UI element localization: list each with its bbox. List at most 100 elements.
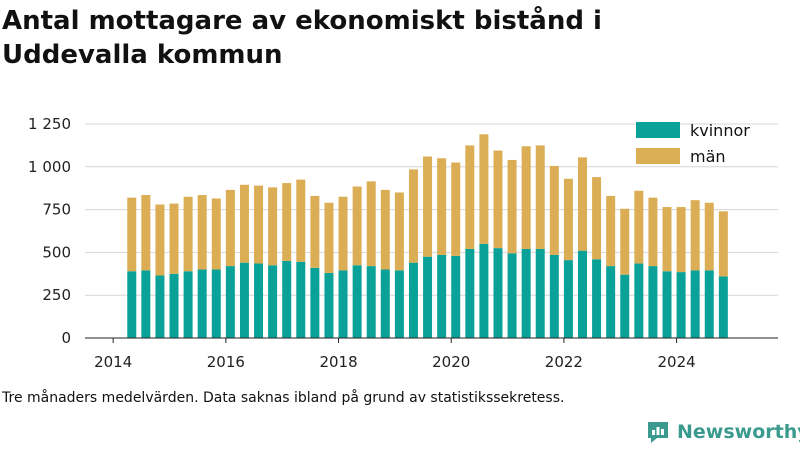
chart-title: Antal mottagare av ekonomiskt bistånd i … <box>2 6 602 70</box>
legend: kvinnor män <box>636 121 750 166</box>
bar-man <box>577 157 587 251</box>
bar-man <box>620 208 630 275</box>
bar-man <box>211 198 221 270</box>
bar-kvinnor <box>310 267 320 338</box>
bar-kvinnor <box>296 261 306 338</box>
bar-series <box>127 134 728 338</box>
bar-man <box>592 177 602 260</box>
bar-kvinnor <box>408 262 418 338</box>
bar-kvinnor <box>197 269 207 338</box>
bar-man <box>141 195 151 271</box>
bar-man <box>662 207 672 272</box>
bar-man <box>324 202 334 273</box>
bar-man <box>493 150 503 249</box>
bar-kvinnor <box>465 248 475 338</box>
x-axis: 2014 2016 2018 2020 2022 2024 <box>85 337 778 371</box>
bar-kvinnor <box>254 263 264 338</box>
bar-kvinnor <box>690 270 700 338</box>
bar-kvinnor <box>648 266 658 338</box>
bar-man <box>282 183 292 261</box>
bar-man <box>437 158 447 255</box>
bar-man <box>521 146 531 249</box>
x-tick-label: 2018 <box>319 353 357 371</box>
bar-kvinnor <box>380 269 390 338</box>
bar-kvinnor <box>127 271 137 338</box>
bar-kvinnor <box>718 276 728 338</box>
chart-caption: Tre månaders medelvärden. Data saknas ib… <box>2 390 565 406</box>
bar-kvinnor <box>592 259 602 338</box>
bar-man <box>479 134 489 244</box>
bar-man <box>563 178 573 261</box>
bar-kvinnor <box>535 248 545 338</box>
bar-kvinnor <box>521 248 531 338</box>
y-tick-label: 0 <box>61 329 71 347</box>
bar-kvinnor <box>239 262 249 338</box>
y-tick-label: 1 000 <box>28 158 71 176</box>
newsworthy-logo-icon <box>648 422 668 443</box>
bar-man <box>676 207 686 273</box>
y-tick-label: 750 <box>42 201 71 219</box>
bar-kvinnor <box>169 273 179 338</box>
bar-man <box>549 165 559 255</box>
legend-label-kvinnor: kvinnor <box>690 121 750 140</box>
bar-kvinnor <box>662 271 672 338</box>
bar-kvinnor <box>437 254 447 338</box>
bar-man <box>451 162 461 256</box>
bar-man <box>183 196 193 272</box>
y-axis: 0 250 500 750 1 000 1 250 <box>28 115 71 347</box>
bar-kvinnor <box>211 269 221 338</box>
bar-man <box>197 195 207 270</box>
bar-man <box>169 203 179 274</box>
bar-kvinnor <box>324 272 334 338</box>
bar-kvinnor <box>549 254 559 338</box>
bar-kvinnor <box>479 243 489 338</box>
bar-man <box>225 189 235 267</box>
bar-kvinnor <box>225 266 235 338</box>
bar-kvinnor <box>268 265 278 338</box>
bar-man <box>507 159 517 254</box>
y-tick-label: 500 <box>42 243 71 261</box>
bar-kvinnor <box>282 260 292 338</box>
bar-man <box>718 211 728 277</box>
bar-man <box>394 192 404 271</box>
x-tick-label: 2020 <box>432 353 470 371</box>
bar-man <box>690 200 700 271</box>
bar-man <box>366 181 376 267</box>
bar-kvinnor <box>352 265 362 338</box>
bar-man <box>535 145 545 249</box>
bar-man <box>465 145 475 249</box>
bar-kvinnor <box>338 270 348 338</box>
bar-man <box>408 169 418 263</box>
y-tick-label: 250 <box>42 286 71 304</box>
brand-name: Newsworthy <box>677 421 800 443</box>
bar-kvinnor <box>155 275 165 338</box>
bar-man <box>606 195 616 267</box>
bar-man <box>127 197 137 272</box>
bar-kvinnor <box>676 272 686 338</box>
brand-logo[interactable]: Newsworthy <box>645 418 800 446</box>
x-tick-label: 2016 <box>207 353 245 371</box>
bar-man <box>268 187 278 266</box>
bar-man <box>352 186 362 266</box>
bar-man <box>254 185 264 264</box>
bar-kvinnor <box>634 263 644 338</box>
bar-man <box>380 189 390 270</box>
bar-kvinnor <box>183 271 193 338</box>
x-tick-label: 2022 <box>545 353 583 371</box>
bar-kvinnor <box>620 274 630 338</box>
bar-man <box>239 184 249 263</box>
bar-man <box>634 190 644 264</box>
bar-kvinnor <box>451 255 461 338</box>
bar-man <box>648 197 658 267</box>
bar-kvinnor <box>704 270 714 338</box>
bar-man <box>310 195 320 268</box>
x-tick-label: 2014 <box>94 353 132 371</box>
bar-man <box>704 202 714 271</box>
legend-swatch-kvinnor <box>636 122 680 138</box>
bar-man <box>296 179 306 262</box>
bar-kvinnor <box>577 250 587 338</box>
bar-kvinnor <box>423 256 433 338</box>
bar-man <box>423 156 433 257</box>
bar-kvinnor <box>563 260 573 338</box>
legend-swatch-man <box>636 148 680 164</box>
